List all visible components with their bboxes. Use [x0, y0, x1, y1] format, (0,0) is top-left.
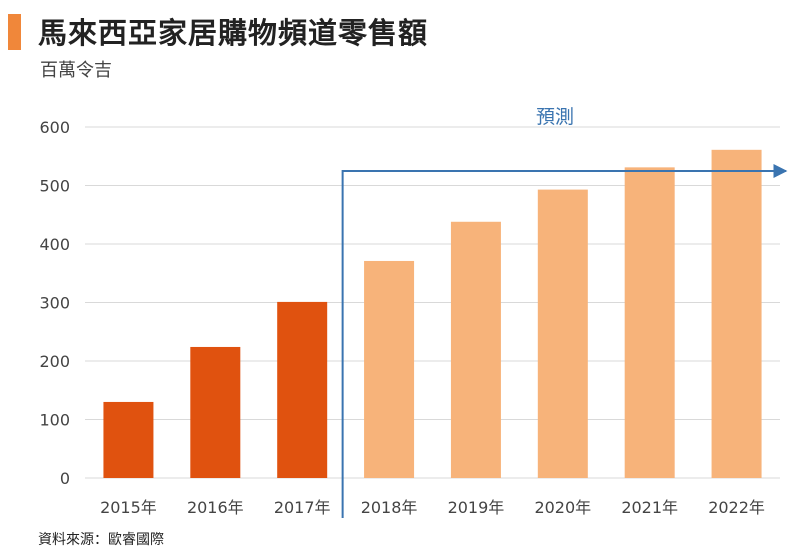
bar-actual: [277, 301, 328, 478]
bar-forecast: [711, 149, 762, 478]
x-tick-label: 2022年: [708, 498, 765, 517]
x-tick-label: 2018年: [361, 498, 418, 517]
y-tick-label: 300: [39, 294, 70, 313]
bar-forecast: [537, 189, 588, 478]
unit-label: 百萬令吉: [40, 60, 112, 81]
y-tick-label: 600: [39, 118, 70, 137]
x-tick-label: 2015年: [100, 498, 157, 517]
x-tick-label: 2021年: [621, 498, 678, 517]
forecast-label: 預測: [536, 106, 574, 128]
x-tick-label: 2020年: [534, 498, 591, 517]
bar-forecast: [364, 260, 415, 478]
bar-actual: [190, 346, 241, 478]
y-tick-label: 500: [39, 177, 70, 196]
bar-forecast: [624, 167, 675, 479]
y-tick-label: 400: [39, 235, 70, 254]
source-note: 資料來源：歐睿國際: [38, 532, 164, 548]
x-tick-label: 2017年: [274, 498, 331, 517]
x-tick-label: 2019年: [448, 498, 505, 517]
y-tick-label: 200: [39, 352, 70, 371]
y-tick-label: 0: [60, 469, 70, 488]
bar-actual: [103, 401, 154, 478]
bar-forecast: [450, 221, 501, 478]
title-accent-bar: [8, 14, 21, 50]
x-tick-label: 2016年: [187, 498, 244, 517]
y-tick-label: 100: [39, 411, 70, 430]
chart-title: 馬來西亞家居購物頻道零售額: [38, 16, 429, 50]
forecast-arrow: [341, 164, 788, 518]
